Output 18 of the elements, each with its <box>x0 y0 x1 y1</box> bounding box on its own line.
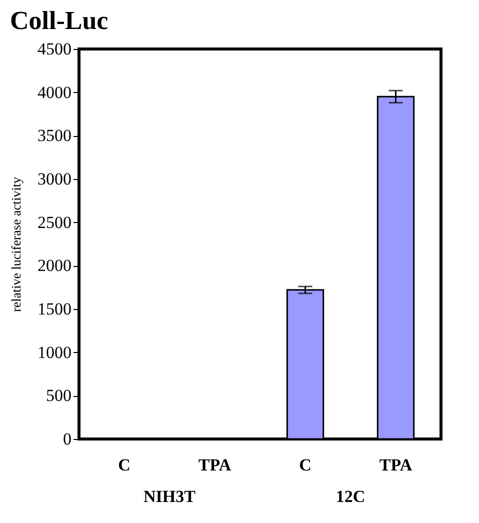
x-tick-label: TPA <box>379 456 413 474</box>
y-tick-label: 3000 <box>38 170 72 188</box>
text: NIH3T <box>144 487 196 506</box>
text: 12C <box>336 487 366 506</box>
chart-title: Coll-Luc <box>10 6 108 35</box>
y-tick-label: 2500 <box>38 212 72 232</box>
x-tick-label: TPA <box>198 456 232 474</box>
x-tick-label: C <box>118 456 130 474</box>
x-tick-label: C <box>299 456 312 474</box>
y-tick-label: 1000 <box>38 342 72 362</box>
y-tick-label: 4000 <box>38 82 72 102</box>
y-tick-label: 2000 <box>38 256 72 276</box>
y-tick-label: 1500 <box>38 300 72 318</box>
y-tick-label: 500 <box>46 386 72 406</box>
y-tick-label: 4500 <box>38 40 72 58</box>
y-tick-label: 0 <box>63 430 72 448</box>
y-axis-title: relative luciferase activity <box>8 176 24 312</box>
y-tick-label: 3500 <box>38 126 72 146</box>
